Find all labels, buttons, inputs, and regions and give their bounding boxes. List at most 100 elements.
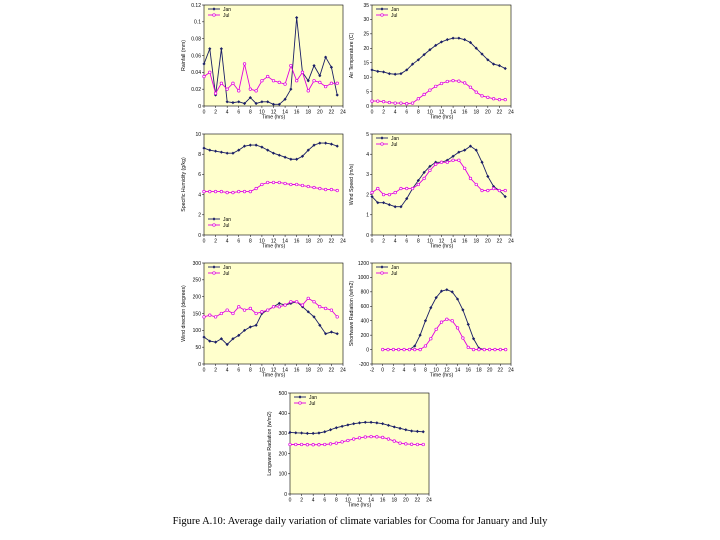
data-point-jul [213,315,218,319]
x-tick-label: 2 [382,239,385,245]
data-point-jan [254,101,258,106]
data-point-jan [231,151,235,155]
data-point-jul [248,87,252,91]
data-point-jan [492,62,496,66]
x-tick-label: 24 [340,239,346,245]
x-tick-label: 10 [427,110,433,116]
data-point-jul [317,443,321,447]
data-point-jan [294,431,298,435]
data-point-jul [357,436,362,440]
data-point-jul [386,437,391,441]
data-point-jul [346,438,350,443]
x-tick-label: 24 [508,110,514,116]
plot-area [371,4,512,107]
data-point-jul [305,443,310,447]
data-point-jul [328,442,333,446]
data-point-jul [387,100,392,105]
data-point-jul [375,435,379,439]
data-point-jul [468,85,473,89]
legend-label: Jul [223,223,229,229]
data-point-jul [482,347,486,352]
data-point-jan [237,333,241,337]
data-point-jul [450,319,454,323]
legend-label: Jan [223,265,231,271]
data-point-jul [455,326,460,330]
data-point-jul [491,186,496,191]
x-tick-label: 16 [462,239,468,245]
y-axis-label: Rainfall (mm) [181,40,187,71]
data-point-jul [504,347,508,352]
data-point-jan [248,95,252,100]
x-tick-label: 8 [424,368,427,374]
y-tick-label: 25 [363,32,369,38]
x-tick-label: 0 [371,239,374,245]
y-tick-label: 1000 [358,275,369,281]
plot-area [371,133,512,236]
data-point-jul [208,313,212,317]
data-point-jan [225,151,229,155]
data-point-jan [471,337,476,341]
data-point-jul [404,442,408,446]
data-point-jul [457,158,461,162]
data-point-jan [242,144,247,148]
data-point-jan [370,68,374,72]
data-point-jul [418,347,422,352]
x-tick-label: 6 [323,498,326,504]
x-tick-label: 0 [381,368,384,374]
x-tick-label: 10 [427,239,433,245]
x-tick-label: 18 [305,110,311,116]
x-tick-label: 18 [476,368,482,374]
x-tick-label: 20 [487,368,493,374]
data-point-jul [299,442,304,447]
x-axis-label: Time (hrs) [430,244,454,250]
y-tick-label: 4 [198,192,201,198]
data-point-jan [375,421,379,425]
data-point-jan [208,47,212,51]
data-point-jul [439,81,444,86]
x-tick-label: 12 [357,498,363,504]
data-point-jul [318,305,322,309]
data-point-jul [497,188,502,193]
data-point-jan [219,337,223,341]
data-point-jul [487,347,492,352]
x-tick-label: 6 [237,239,240,245]
data-point-jul [457,79,461,83]
data-point-jul [202,315,206,319]
legend-label: Jan [391,265,399,271]
x-tick-label: -2 [370,368,375,374]
data-point-jan [231,337,235,341]
data-point-jul [393,101,397,105]
data-point-jul [381,435,385,440]
y-tick-label: 0 [198,233,201,239]
data-point-jul [266,308,270,312]
data-point-jan [242,101,247,106]
data-point-jul [231,311,235,316]
data-point-jul [335,81,339,85]
data-point-jul [289,63,293,68]
data-point-jul [237,189,241,194]
x-tick-label: 2 [382,110,385,116]
data-point-jul [219,189,224,194]
y-tick-label: 0 [366,233,369,239]
data-point-jul [422,92,426,97]
y-tick-label: 2 [198,213,201,219]
x-tick-label: 14 [368,498,374,504]
x-tick-label: 20 [317,368,323,374]
data-point-jan [219,150,223,154]
y-tick-label: 10 [363,75,369,81]
y-tick-label: 800 [361,290,370,296]
x-tick-label: 8 [417,239,420,245]
data-point-jul [231,190,235,195]
data-point-jan [202,146,206,150]
data-point-jul [329,308,334,312]
data-point-jul [480,188,484,193]
data-point-jul [407,347,412,352]
data-point-jan [324,332,328,336]
data-point-jul [208,70,212,74]
legend-marker [380,136,384,140]
x-tick-label: 22 [415,498,421,504]
y-tick-label: 0.02 [191,87,201,93]
legend-label: Jan [391,7,399,13]
